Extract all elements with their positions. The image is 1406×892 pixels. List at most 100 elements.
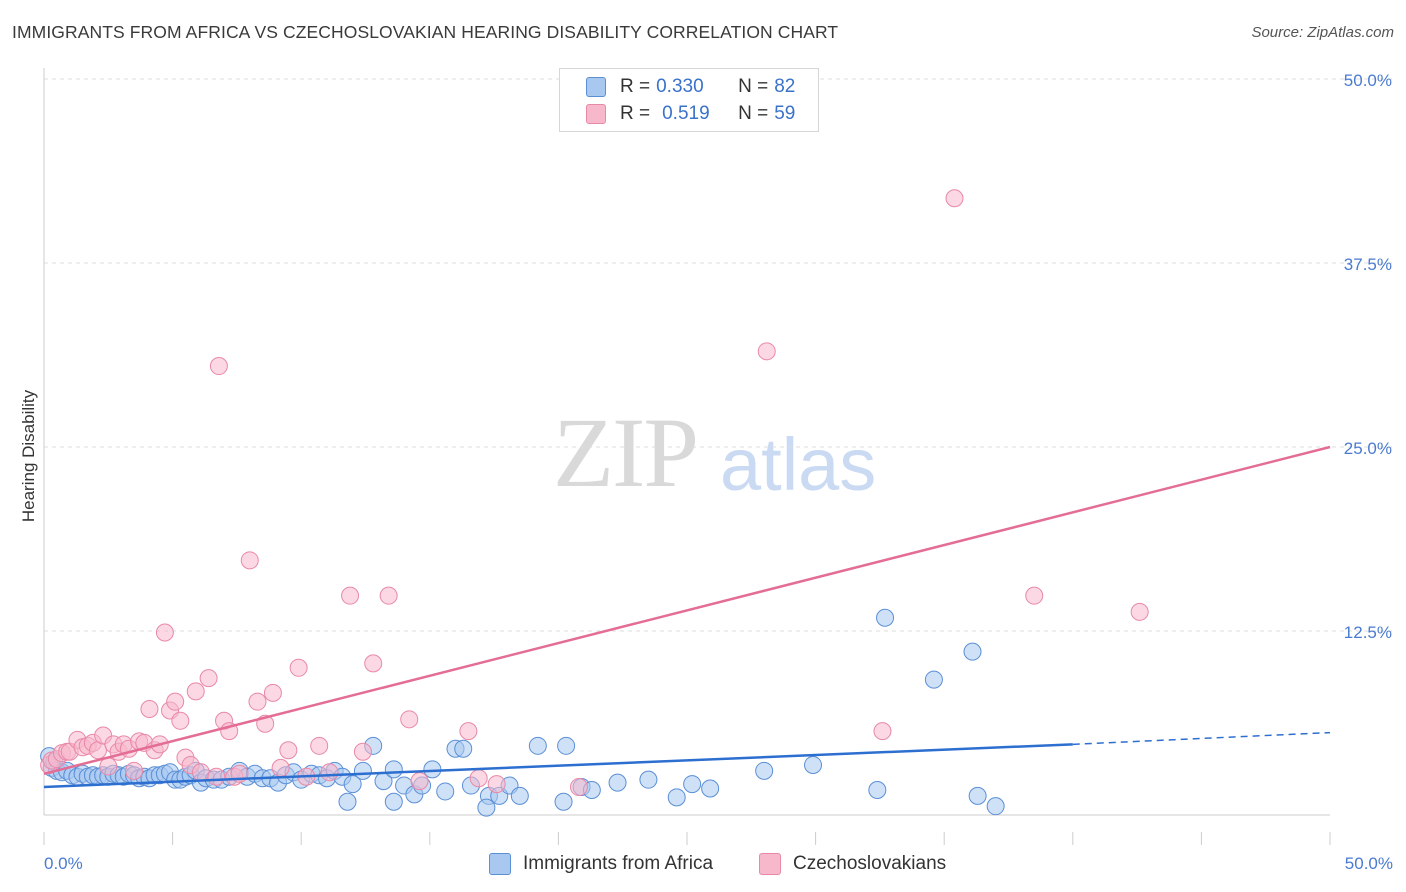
data-point-czechoslovakians [207, 767, 226, 786]
y-tick-label: 50.0% [1344, 71, 1392, 90]
data-point-czechoslovakians [459, 722, 478, 741]
data-point-czechoslovakians [186, 682, 205, 701]
legend-item-immigrants-from-africa: Immigrants from Africa [489, 851, 713, 877]
data-point-czechoslovakians [199, 669, 218, 688]
y-tick-label: 12.5% [1344, 623, 1392, 642]
data-point-immigrants-from-africa [338, 792, 357, 811]
data-point-immigrants-from-africa [343, 775, 362, 794]
legend-r-label: R = [620, 103, 651, 124]
legend-row-pink: R = 0.519 N = 59 [560, 101, 795, 127]
watermark-atlas: atlas [720, 423, 877, 506]
data-point-czechoslovakians [469, 769, 488, 788]
data-point-immigrants-from-africa [557, 736, 576, 755]
chart-source: Source: ZipAtlas.com [1251, 24, 1394, 41]
tick-labels: 12.5% 25.0% 37.5% 50.0% 0.0% 50.0% [44, 71, 1393, 873]
x-tick-label: 0.0% [44, 854, 83, 873]
data-point-immigrants-from-africa [804, 755, 823, 774]
data-point-immigrants-from-africa [423, 760, 442, 779]
data-point-czechoslovakians [271, 758, 290, 777]
data-point-immigrants-from-africa [968, 786, 987, 805]
legend-n-label: N = [738, 103, 769, 124]
legend-swatch-blue [586, 77, 606, 97]
trend-line-immigrants-from-africa-dashed [1072, 731, 1331, 746]
data-point-immigrants-from-africa [454, 739, 473, 758]
legend-row-blue: R = 0.330 N = 82 [560, 74, 795, 100]
grid-lines [44, 78, 1392, 632]
data-point-immigrants-from-africa [924, 670, 943, 689]
data-point-immigrants-from-africa [683, 775, 702, 794]
trend-line-immigrants-from-africa [43, 743, 1073, 789]
series-immigrants-from-africa [40, 608, 1005, 817]
data-point-czechoslovakians [757, 342, 776, 361]
data-point-immigrants-from-africa [554, 792, 573, 811]
data-point-czechoslovakians [400, 710, 419, 729]
data-point-immigrants-from-africa [667, 788, 686, 807]
legend-item-czechoslovakians: Czechoslovakians [759, 851, 946, 877]
data-point-czechoslovakians [240, 551, 259, 570]
data-point-czechoslovakians [155, 623, 174, 642]
chart-title: IMMIGRANTS FROM AFRICA VS CZECHOSLOVAKIA… [12, 22, 839, 42]
data-point-czechoslovakians [353, 742, 372, 761]
trend-line-czechoslovakians [43, 445, 1331, 775]
data-point-czechoslovakians [99, 757, 118, 776]
data-point-czechoslovakians [166, 692, 185, 711]
data-point-czechoslovakians [1130, 602, 1149, 621]
data-point-czechoslovakians [873, 722, 892, 741]
data-point-czechoslovakians [289, 658, 308, 677]
legend-swatch-pink [586, 104, 606, 124]
data-point-czechoslovakians [263, 683, 282, 702]
legend-swatch-blue [489, 853, 511, 875]
series-czechoslovakians [40, 189, 1149, 797]
data-point-immigrants-from-africa [876, 608, 895, 627]
y-axis-label: Hearing Disability [19, 389, 38, 522]
trend-lines [43, 445, 1331, 789]
legend-swatch-pink [759, 853, 781, 875]
data-point-immigrants-from-africa [868, 780, 887, 799]
data-point-immigrants-from-africa [353, 761, 372, 780]
data-point-czechoslovakians [140, 700, 159, 719]
legend-r-label: R = [620, 76, 651, 97]
data-point-czechoslovakians [569, 778, 588, 797]
data-point-immigrants-from-africa [384, 792, 403, 811]
correlation-legend: R = 0.330 N = 82 R = 0.519 N = 59 [559, 68, 819, 132]
legend-label: Immigrants from Africa [523, 853, 714, 874]
data-point-immigrants-from-africa [384, 760, 403, 779]
data-point-immigrants-from-africa [755, 761, 774, 780]
legend-r-value: 0.330 [656, 76, 704, 97]
data-point-czechoslovakians [279, 741, 298, 760]
data-point-czechoslovakians [1025, 586, 1044, 605]
series-legend: Immigrants from Africa Czechoslovakians [0, 851, 1406, 877]
legend-r-value: 0.519 [662, 103, 710, 124]
data-point-immigrants-from-africa [528, 736, 547, 755]
data-point-immigrants-from-africa [986, 797, 1005, 816]
data-point-czechoslovakians [487, 775, 506, 794]
data-point-immigrants-from-africa [608, 773, 627, 792]
y-tick-label: 37.5% [1344, 255, 1392, 274]
data-point-czechoslovakians [945, 189, 964, 208]
data-point-czechoslovakians [410, 772, 429, 791]
data-point-czechoslovakians [320, 763, 339, 782]
legend-n-value: 82 [774, 76, 796, 97]
data-point-czechoslovakians [341, 586, 360, 605]
watermark-zip: ZIP [553, 397, 699, 508]
data-point-immigrants-from-africa [436, 782, 455, 801]
data-point-czechoslovakians [171, 711, 190, 730]
data-point-czechoslovakians [125, 761, 144, 780]
data-point-czechoslovakians [310, 736, 329, 755]
x-tick-label: 50.0% [1345, 854, 1393, 873]
data-point-immigrants-from-africa [477, 798, 496, 817]
data-point-czechoslovakians [364, 654, 383, 673]
legend-n-value: 59 [774, 103, 796, 124]
data-point-czechoslovakians [191, 763, 210, 782]
data-point-czechoslovakians [209, 357, 228, 376]
data-point-immigrants-from-africa [963, 642, 982, 661]
y-tick-label: 25.0% [1344, 439, 1392, 458]
data-point-czechoslovakians [379, 586, 398, 605]
data-point-immigrants-from-africa [701, 779, 720, 798]
data-point-czechoslovakians [248, 692, 267, 711]
data-point-immigrants-from-africa [639, 770, 658, 789]
legend-label: Czechoslovakians [793, 853, 947, 874]
axes [43, 68, 1331, 845]
data-point-immigrants-from-africa [510, 786, 529, 805]
